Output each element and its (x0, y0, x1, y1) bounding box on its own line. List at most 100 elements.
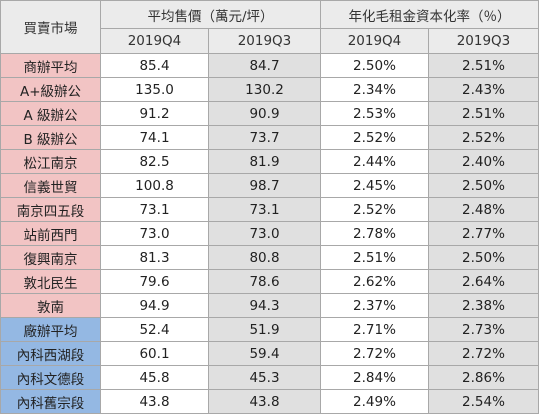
price-2019q3-cell: 94.3 (208, 293, 321, 318)
yield-2019q3-cell: 2.43% (428, 77, 539, 102)
yield-2019q3-cell: 2.72% (428, 341, 539, 366)
header-average-price: 平均售價（萬元/坪） (100, 0, 321, 29)
price-2019q4-cell: 100.8 (100, 173, 209, 198)
table-row: 敦北民生 79.6 78.6 2.62% 2.64% (0, 269, 539, 294)
table-row: 復興南京 81.3 80.8 2.51% 2.50% (0, 245, 539, 270)
price-2019q4-cell: 73.0 (100, 221, 209, 246)
price-2019q4-cell: 135.0 (100, 77, 209, 102)
market-name-cell: 南京四五段 (0, 197, 101, 222)
table-row: 南京四五段 73.1 73.1 2.52% 2.48% (0, 197, 539, 222)
yield-2019q4-cell: 2.44% (320, 149, 429, 174)
price-2019q4-cell: 43.8 (100, 389, 209, 414)
table-row: 內科舊宗段 43.8 43.8 2.49% 2.54% (0, 389, 539, 414)
yield-2019q4-cell: 2.71% (320, 317, 429, 342)
market-name-cell: 復興南京 (0, 245, 101, 270)
yield-2019q4-cell: 2.78% (320, 221, 429, 246)
yield-2019q4-cell: 2.84% (320, 365, 429, 390)
price-2019q4-cell: 73.1 (100, 197, 209, 222)
price-2019q3-cell: 59.4 (208, 341, 321, 366)
header-yield-2019q4: 2019Q4 (320, 28, 429, 54)
header-price-2019q3: 2019Q3 (208, 28, 321, 54)
price-2019q3-cell: 51.9 (208, 317, 321, 342)
yield-2019q3-cell: 2.40% (428, 149, 539, 174)
price-2019q3-cell: 45.3 (208, 365, 321, 390)
yield-2019q3-cell: 2.50% (428, 173, 539, 198)
header-cap-rate: 年化毛租金資本化率（％） (320, 0, 539, 29)
yield-2019q4-cell: 2.45% (320, 173, 429, 198)
market-name-cell: B 級辦公 (0, 125, 101, 150)
price-2019q4-cell: 79.6 (100, 269, 209, 294)
table-row: A 級辦公 91.2 90.9 2.53% 2.51% (0, 101, 539, 126)
price-2019q4-cell: 91.2 (100, 101, 209, 126)
price-2019q4-cell: 94.9 (100, 293, 209, 318)
header-row-periods: 2019Q4 2019Q3 2019Q4 2019Q3 (1, 28, 539, 54)
table-row: 敦南 94.9 94.3 2.37% 2.38% (0, 293, 539, 318)
price-2019q4-cell: 82.5 (100, 149, 209, 174)
price-2019q3-cell: 43.8 (208, 389, 321, 414)
price-2019q4-cell: 81.3 (100, 245, 209, 270)
market-name-cell: 松江南京 (0, 149, 101, 174)
price-2019q3-cell: 80.8 (208, 245, 321, 270)
market-name-cell: A 級辦公 (0, 101, 101, 126)
yield-2019q3-cell: 2.51% (428, 53, 539, 78)
table-row: B 級辦公 74.1 73.7 2.52% 2.52% (0, 125, 539, 150)
yield-2019q4-cell: 2.53% (320, 101, 429, 126)
yield-2019q3-cell: 2.38% (428, 293, 539, 318)
market-name-cell: 敦南 (0, 293, 101, 318)
price-2019q3-cell: 81.9 (208, 149, 321, 174)
price-2019q3-cell: 73.1 (208, 197, 321, 222)
table-row: 信義世貿 100.8 98.7 2.45% 2.50% (0, 173, 539, 198)
yield-2019q3-cell: 2.52% (428, 125, 539, 150)
yield-2019q3-cell: 2.48% (428, 197, 539, 222)
price-2019q3-cell: 130.2 (208, 77, 321, 102)
table-row: A+級辦公 135.0 130.2 2.34% 2.43% (0, 77, 539, 102)
price-2019q3-cell: 84.7 (208, 53, 321, 78)
yield-2019q4-cell: 2.52% (320, 197, 429, 222)
price-2019q3-cell: 73.7 (208, 125, 321, 150)
table-row: 內科文德段 45.8 45.3 2.84% 2.86% (0, 365, 539, 390)
yield-2019q4-cell: 2.62% (320, 269, 429, 294)
market-name-cell: 廠辦平均 (0, 317, 101, 342)
price-2019q4-cell: 85.4 (100, 53, 209, 78)
yield-2019q4-cell: 2.52% (320, 125, 429, 150)
yield-2019q4-cell: 2.37% (320, 293, 429, 318)
price-2019q3-cell: 90.9 (208, 101, 321, 126)
yield-2019q3-cell: 2.86% (428, 365, 539, 390)
yield-2019q3-cell: 2.50% (428, 245, 539, 270)
yield-2019q4-cell: 2.34% (320, 77, 429, 102)
price-2019q4-cell: 60.1 (100, 341, 209, 366)
yield-2019q4-cell: 2.50% (320, 53, 429, 78)
yield-2019q4-cell: 2.51% (320, 245, 429, 270)
header-yield-2019q3: 2019Q3 (428, 28, 539, 54)
market-name-cell: A+級辦公 (0, 77, 101, 102)
table-body: 商辦平均 85.4 84.7 2.50% 2.51% A+級辦公 135.0 130.2 2.3… (0, 53, 539, 414)
market-name-cell: 內科西湖段 (0, 341, 101, 366)
price-2019q4-cell: 45.8 (100, 365, 209, 390)
table-row: 廠辦平均 52.4 51.9 2.71% 2.73% (0, 317, 539, 342)
price-2019q3-cell: 73.0 (208, 221, 321, 246)
table-row: 商辦平均 85.4 84.7 2.50% 2.51% (0, 53, 539, 78)
yield-2019q3-cell: 2.54% (428, 389, 539, 414)
market-name-cell: 內科文德段 (0, 365, 101, 390)
market-name-cell: 敦北民生 (0, 269, 101, 294)
table-row: 內科西湖段 60.1 59.4 2.72% 2.72% (0, 341, 539, 366)
yield-2019q4-cell: 2.72% (320, 341, 429, 366)
header-market: 買賣市場 (0, 0, 101, 54)
market-name-cell: 內科舊宗段 (0, 389, 101, 414)
price-2019q3-cell: 98.7 (208, 173, 321, 198)
table-row: 站前西門 73.0 73.0 2.78% 2.77% (0, 221, 539, 246)
market-name-cell: 站前西門 (0, 221, 101, 246)
yield-2019q3-cell: 2.77% (428, 221, 539, 246)
header-price-2019q4: 2019Q4 (100, 28, 209, 54)
yield-2019q3-cell: 2.73% (428, 317, 539, 342)
yield-2019q3-cell: 2.64% (428, 269, 539, 294)
market-name-cell: 信義世貿 (0, 173, 101, 198)
table-row: 松江南京 82.5 81.9 2.44% 2.40% (0, 149, 539, 174)
header-row-groups: 買賣市場 平均售價（萬元/坪） 年化毛租金資本化率（％） (0, 0, 539, 54)
yield-2019q3-cell: 2.51% (428, 101, 539, 126)
price-2019q3-cell: 78.6 (208, 269, 321, 294)
price-2019q4-cell: 74.1 (100, 125, 209, 150)
yield-2019q4-cell: 2.49% (320, 389, 429, 414)
